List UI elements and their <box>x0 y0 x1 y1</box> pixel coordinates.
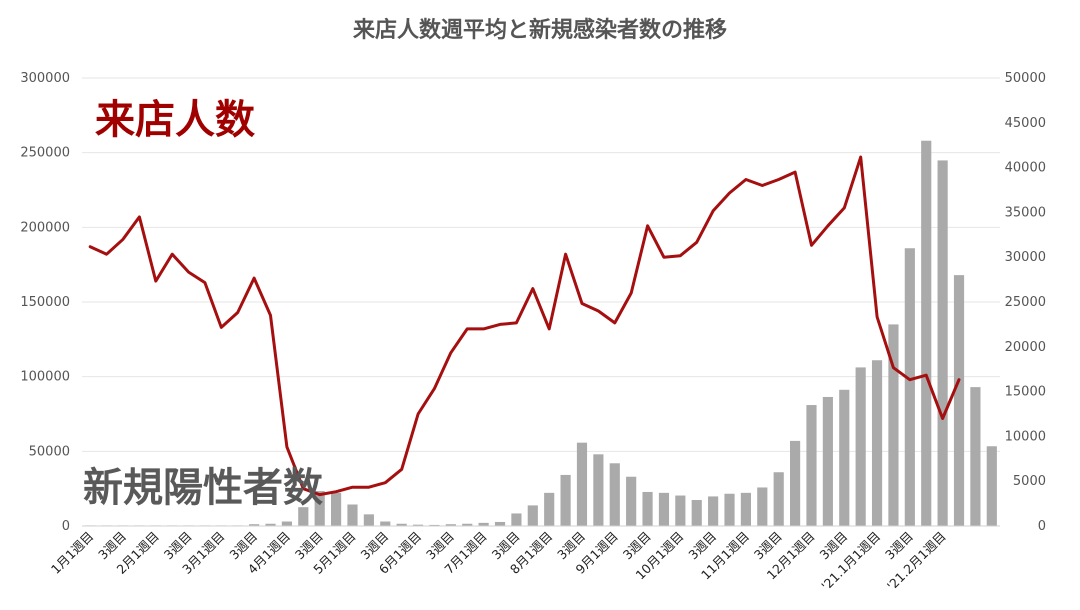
bar <box>724 493 735 526</box>
right-axis-tick-label: 35000 <box>1005 205 1046 220</box>
bar <box>347 504 358 526</box>
bar <box>298 507 309 526</box>
x-axis: 1月1週目3週目2月1週目3週目3月1週目3週目4月1週目3週目5月1週目3週目… <box>48 525 1000 593</box>
chart-title: 来店人数週平均と新規感染者数の推移 <box>352 17 727 43</box>
line-series-visitors <box>88 155 961 497</box>
bar <box>462 523 473 526</box>
bar <box>642 491 653 526</box>
right-axis-tick-label: 10000 <box>1005 429 1046 444</box>
bar <box>265 523 276 526</box>
visitors-annotation: 来店人数 <box>95 97 255 143</box>
bar <box>609 463 620 526</box>
bar <box>314 491 325 526</box>
bar <box>921 140 932 526</box>
right-axis: 0 5000 10000 15000 20000 25000 30000 35000 40000… <box>1005 71 1046 534</box>
bar <box>839 389 850 526</box>
bar <box>675 495 686 526</box>
bar <box>658 492 670 526</box>
bar <box>412 524 424 526</box>
bar <box>937 160 948 526</box>
bar <box>970 387 981 526</box>
bar <box>560 474 571 526</box>
bar <box>691 500 702 526</box>
right-axis-tick-label: 0 <box>1038 519 1046 534</box>
bar <box>986 446 997 526</box>
bar <box>626 476 637 526</box>
gridlines <box>82 77 1000 527</box>
bar <box>904 248 915 527</box>
bar <box>576 442 588 526</box>
bar <box>429 524 440 526</box>
bar <box>740 492 751 526</box>
bar <box>593 454 604 526</box>
bar <box>757 487 768 526</box>
visitors-line <box>88 155 961 497</box>
left-axis-tick-label: 100000 <box>20 370 70 385</box>
bar <box>544 492 555 526</box>
bar <box>396 523 407 526</box>
left-axis-tick-label: 150000 <box>20 295 70 310</box>
right-axis-tick-label: 50000 <box>1005 71 1046 86</box>
bar <box>281 521 292 526</box>
bar <box>527 505 538 526</box>
bar <box>855 367 866 526</box>
bar <box>478 522 489 526</box>
bar <box>708 496 719 526</box>
bar <box>871 360 883 526</box>
bar <box>494 521 506 526</box>
bar <box>511 513 522 526</box>
bar <box>806 405 817 526</box>
bar <box>790 440 801 526</box>
left-axis-tick-label: 200000 <box>20 220 70 235</box>
right-axis-tick-label: 25000 <box>1005 295 1046 310</box>
bar <box>249 524 260 526</box>
left-axis-tick-label: 50000 <box>29 444 70 459</box>
bar <box>331 492 342 526</box>
right-axis-tick-label: 20000 <box>1005 340 1046 355</box>
bar <box>380 521 391 526</box>
new-cases-annotation: 新規陽性者数 <box>83 465 323 511</box>
left-axis-tick-label: 0 <box>62 519 70 534</box>
bar <box>773 472 784 526</box>
left-axis: 0 50000 100000 150000 200000 250000 300000 <box>20 71 70 534</box>
bar <box>822 396 833 526</box>
left-axis-tick-label: 250000 <box>20 146 70 161</box>
bar <box>363 514 374 526</box>
right-axis-tick-label: 30000 <box>1005 250 1046 265</box>
bar <box>445 524 456 526</box>
x-axis-tick-label: 1月1週目 <box>48 529 96 577</box>
right-axis-tick-label: 40000 <box>1005 161 1046 176</box>
bar-series-new-cases <box>85 140 997 527</box>
right-axis-tick-label: 5000 <box>1013 474 1046 489</box>
left-axis-tick-label: 300000 <box>20 71 70 86</box>
right-axis-tick-label: 45000 <box>1005 116 1046 131</box>
bar <box>953 275 965 526</box>
right-axis-tick-label: 15000 <box>1005 385 1046 400</box>
bar <box>888 324 899 526</box>
